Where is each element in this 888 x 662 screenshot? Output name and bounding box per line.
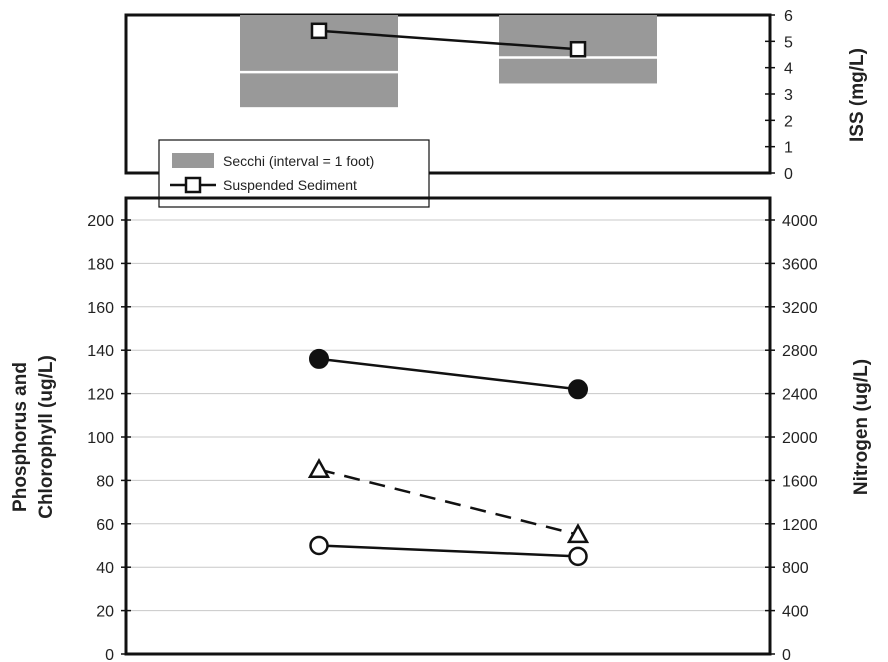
left-tick-label: 0 (105, 647, 114, 662)
series-line (318, 468, 579, 536)
left-tick-label: 120 (87, 387, 114, 404)
left-tick-label: 100 (87, 430, 114, 447)
legend-sediment-marker (184, 176, 202, 194)
right-tick-label: 2400 (782, 387, 818, 404)
left-tick-label: 160 (87, 300, 114, 317)
series-line (318, 357, 579, 391)
legend-secchi-swatch (172, 153, 214, 168)
right-tick-label: 3600 (782, 256, 818, 273)
left-tick-label: 140 (87, 343, 114, 360)
iss-tick-label: 5 (784, 34, 793, 51)
open-circle-marker (309, 535, 329, 556)
right-axis-title: Nitrogen (ug/L) (851, 359, 872, 495)
left-tick-label: 180 (87, 256, 114, 273)
legend-secchi-label: Secchi (interval = 1 foot) (223, 153, 374, 169)
left-tick-label: 20 (96, 604, 114, 621)
iss-tick-label: 6 (784, 8, 793, 25)
iss-tick-label: 0 (784, 166, 793, 183)
left-axis-title-line1: Phosphorus and (10, 362, 31, 512)
left-tick-label: 40 (96, 560, 114, 577)
left-axis-title-line2: Chlorophyll (ug/L) (36, 355, 57, 519)
series-line (318, 544, 579, 558)
iss-tick-label: 3 (784, 87, 793, 104)
right-tick-label: 0 (782, 647, 791, 662)
left-tick-label: 60 (96, 517, 114, 534)
right-tick-label: 4000 (782, 213, 818, 230)
left-tick-label: 200 (87, 213, 114, 230)
legend-sediment-label: Suspended Sediment (223, 177, 357, 193)
suspended-sediment-marker (310, 22, 328, 40)
iss-tick-label: 2 (784, 113, 793, 130)
open-triangle-marker (307, 457, 331, 478)
suspended-sediment-marker (569, 40, 587, 58)
iss-tick-label: 1 (784, 140, 793, 157)
bottom-panel-frame (124, 196, 772, 656)
right-tick-label: 400 (782, 604, 809, 621)
legend: Secchi (interval = 1 foot) Suspended Sedi… (158, 139, 430, 208)
filled-circle-marker (309, 348, 329, 369)
iss-tick-label: 4 (784, 61, 793, 78)
open-circle-marker (568, 546, 588, 567)
right-tick-label: 3200 (782, 300, 818, 317)
right-tick-label: 800 (782, 560, 809, 577)
open-triangle-marker (566, 523, 590, 544)
left-tick-label: 80 (96, 473, 114, 490)
right-tick-label: 1200 (782, 517, 818, 534)
suspended-sediment-line (318, 29, 579, 51)
right-tick-label: 2800 (782, 343, 818, 360)
filled-circle-marker (568, 379, 588, 400)
right-tick-label: 1600 (782, 473, 818, 490)
legend-box (158, 139, 430, 208)
iss-axis-title: ISS (mg/L) (847, 48, 868, 142)
right-tick-label: 2000 (782, 430, 818, 447)
